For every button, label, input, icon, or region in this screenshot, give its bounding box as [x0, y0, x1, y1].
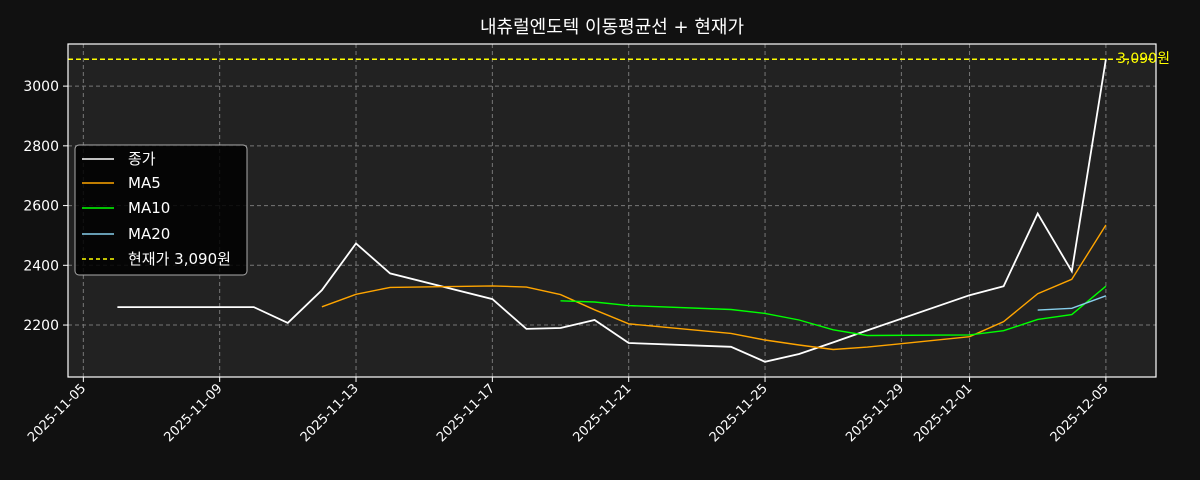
legend-label-close: 종가	[128, 150, 156, 168]
plot-frame	[67, 43, 1157, 378]
chart-title: 내츄럴엔도텍 이동평균선 + 현재가	[480, 17, 744, 38]
y-tick-label: 2600	[23, 199, 59, 215]
y-tick-label: 2400	[23, 258, 59, 274]
legend-label-ma10: MA10	[128, 199, 170, 217]
legend-label-ma5: MA5	[128, 174, 161, 192]
y-tick-label: 2800	[23, 139, 59, 155]
series-lines	[68, 58, 1156, 363]
grid	[68, 44, 1156, 377]
legend: 종가 MA5 MA10 MA20 현재가 3,090원	[74, 144, 248, 276]
series-line-ma5	[321, 224, 1107, 351]
plot-area	[68, 44, 1156, 377]
y-tick-label: 3000	[23, 79, 59, 95]
legend-label-ma20: MA20	[128, 225, 170, 243]
series-line-종가	[117, 59, 1107, 363]
legend-label-current-price: 현재가 3,090원	[128, 250, 231, 268]
y-tick-label: 2200	[23, 318, 59, 334]
current-price-annotation: 3,090원	[1117, 51, 1170, 67]
